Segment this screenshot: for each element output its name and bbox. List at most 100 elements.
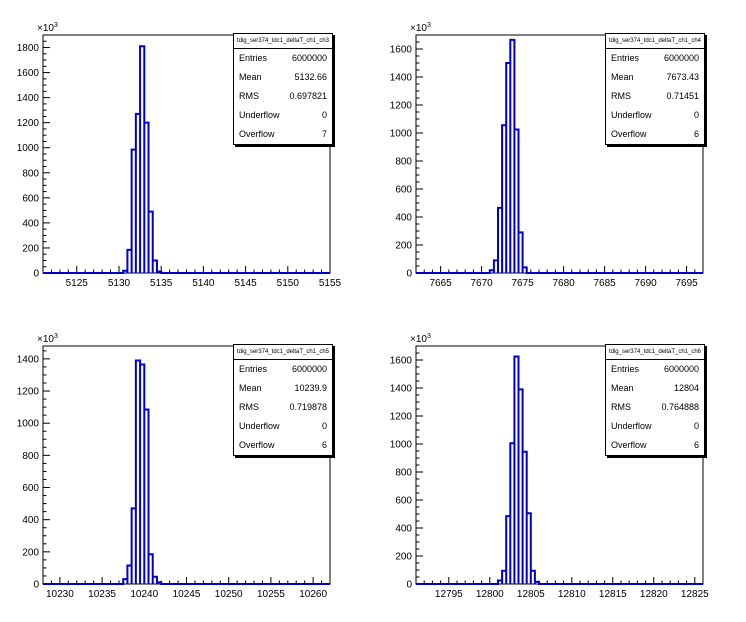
y-tick-label: 200	[395, 241, 412, 252]
stats-value: 5132.66	[294, 72, 327, 82]
y-tick-label: 1800	[17, 43, 40, 54]
y-tick-label: 600	[22, 483, 39, 494]
x-tick-label: 10245	[173, 589, 201, 600]
y-tick-label: 1400	[390, 73, 413, 84]
stats-key: Entries	[611, 364, 640, 374]
y-tick-label: 800	[395, 468, 412, 479]
stats-title: tdig_ser374_tdc1_deltaT_ch1_ch5	[234, 345, 332, 360]
y-exponent-label: ×103	[37, 333, 58, 345]
y-tick-label: 400	[22, 515, 39, 526]
x-tick-label: 7685	[593, 278, 616, 289]
y-tick-label: 400	[395, 213, 412, 224]
x-tick-label: 12820	[640, 589, 668, 600]
stats-row-mean: Mean 7673.43	[606, 68, 704, 87]
stats-row-entries: Entries 6000000	[606, 360, 704, 379]
x-tick-label: 5125	[66, 278, 89, 289]
y-tick-label: 200	[395, 552, 412, 563]
stats-row-rms: RMS 0.764888	[606, 398, 704, 417]
y-tick-label: 400	[395, 524, 412, 535]
x-tick-label: 5155	[319, 278, 342, 289]
x-tick-label: 7665	[429, 278, 452, 289]
stats-value: 6000000	[663, 53, 699, 63]
y-tick-label: 200	[22, 243, 39, 254]
stats-row-underflow: Underflow 0	[606, 106, 704, 125]
y-tick-label: 1000	[17, 143, 40, 154]
stats-row-mean: Mean 12804	[606, 379, 704, 398]
y-tick-label: 1000	[390, 440, 413, 451]
x-tick-label: 7680	[552, 278, 575, 289]
y-tick-label: 1200	[390, 412, 413, 423]
stats-box: tdig_ser374_tdc1_deltaT_ch1_ch5 Entries 60…	[233, 344, 333, 456]
y-tick-label: 200	[22, 547, 39, 558]
y-tick-label: 1400	[390, 384, 413, 395]
stats-key: Mean	[239, 383, 262, 393]
stats-key: RMS	[239, 91, 259, 101]
y-tick-label: 0	[33, 269, 39, 280]
stats-key: Mean	[611, 383, 634, 393]
x-tick-label: 12815	[599, 589, 627, 600]
stats-value: 0.697821	[289, 91, 327, 101]
stats-key: Underflow	[239, 421, 280, 431]
y-tick-label: 600	[395, 185, 412, 196]
stats-box: tdig_ser374_tdc1_deltaT_ch1_ch3 Entries 60…	[233, 33, 333, 145]
y-tick-label: 600	[395, 496, 412, 507]
x-tick-label: 5145	[234, 278, 257, 289]
stats-key: RMS	[611, 402, 631, 412]
y-tick-label: 800	[395, 157, 412, 168]
x-tick-label: 10240	[130, 589, 158, 600]
x-tick-label: 5130	[108, 278, 131, 289]
stats-value: 0	[321, 421, 327, 431]
y-tick-label: 1200	[17, 118, 40, 129]
stats-row-overflow: Overflow 6	[606, 436, 704, 455]
stats-value: 0	[321, 110, 327, 120]
y-tick-label: 600	[22, 193, 39, 204]
stats-row-underflow: Underflow 0	[606, 417, 704, 436]
x-tick-label: 10260	[299, 589, 327, 600]
stats-value: 0	[693, 110, 699, 120]
stats-row-overflow: Overflow 6	[606, 125, 704, 144]
stats-key: Entries	[239, 364, 268, 374]
x-tick-label: 10230	[46, 589, 74, 600]
y-tick-label: 1000	[17, 419, 40, 430]
y-exponent-label: ×103	[410, 333, 431, 345]
stats-key: Overflow	[611, 129, 647, 139]
stats-key: Underflow	[239, 110, 280, 120]
stats-key: RMS	[239, 402, 259, 412]
stats-row-rms: RMS 0.71451	[606, 87, 704, 106]
stats-value: 6	[693, 440, 699, 450]
x-tick-label: 7690	[634, 278, 657, 289]
histogram-panel-3: 0 200 400 600 800 1000 1200 1400 10230 10235 10240…	[17, 333, 331, 600]
y-exponent-label: ×103	[410, 22, 431, 34]
stats-key: Entries	[239, 53, 268, 63]
stats-value: 0.71451	[666, 91, 699, 101]
stats-value: 6	[321, 440, 327, 450]
y-tick-label: 1600	[390, 45, 413, 56]
stats-key: Mean	[611, 72, 634, 82]
histogram-panel-2: 0 200 400 600 800 1000 1200 1400 1600 7665 7670 767…	[390, 22, 704, 289]
stats-row-entries: Entries 6000000	[234, 49, 332, 68]
y-tick-label: 800	[22, 451, 39, 462]
stats-title: tdig_ser374_tdc1_deltaT_ch1_ch4	[606, 34, 704, 49]
stats-row-rms: RMS 0.719878	[234, 398, 332, 417]
x-tick-label: 12810	[558, 589, 586, 600]
stats-value: 10239.9	[294, 383, 327, 393]
stats-key: Underflow	[611, 421, 652, 431]
histogram-line	[43, 45, 330, 274]
x-tick-label: 7670	[470, 278, 493, 289]
stats-value: 6000000	[663, 364, 699, 374]
stats-value: 0.719878	[289, 402, 327, 412]
stats-row-underflow: Underflow 0	[234, 106, 332, 125]
stats-value: 6	[693, 129, 699, 139]
y-tick-label: 1600	[17, 68, 40, 79]
stats-key: Overflow	[239, 440, 275, 450]
histogram-panel-4: 0 200 400 600 800 1000 1200 1400 1600 12795 12800 1…	[390, 333, 709, 600]
stats-value: 6000000	[291, 364, 327, 374]
x-tick-label: 12795	[435, 589, 463, 600]
stats-box: tdig_ser374_tdc1_deltaT_ch1_ch4 Entries 60…	[605, 33, 705, 145]
stats-row-entries: Entries 6000000	[234, 360, 332, 379]
x-tick-label: 7695	[675, 278, 698, 289]
stats-value: 6000000	[291, 53, 327, 63]
stats-row-underflow: Underflow 0	[234, 417, 332, 436]
y-tick-label: 1400	[17, 354, 40, 365]
